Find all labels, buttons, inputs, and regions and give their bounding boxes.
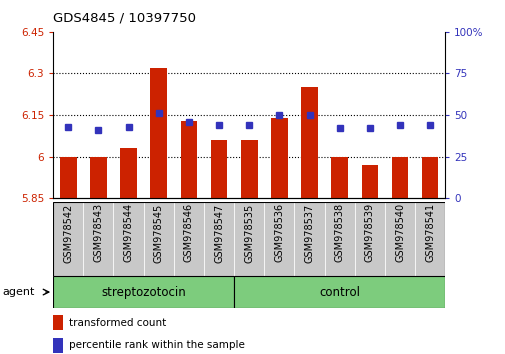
Bar [234,202,264,276]
Bar [53,338,63,353]
Bar [143,202,173,276]
Text: GSM978540: GSM978540 [394,203,404,262]
Text: GSM978535: GSM978535 [244,203,254,263]
Bar [264,202,294,276]
Bar [361,165,377,198]
Bar [204,202,234,276]
Bar [150,68,167,198]
Bar [120,148,136,198]
Bar [83,202,113,276]
Bar [384,202,414,276]
Bar [113,202,143,276]
Text: streptozotocin: streptozotocin [101,286,186,298]
Bar [210,140,227,198]
Text: GDS4845 / 10397750: GDS4845 / 10397750 [53,12,196,25]
Bar [240,140,257,198]
Text: GSM978544: GSM978544 [123,203,133,262]
Bar [300,87,317,198]
Text: GSM978542: GSM978542 [63,203,73,263]
Bar [421,157,438,198]
Text: percentile rank within the sample: percentile rank within the sample [69,340,244,350]
Bar [331,157,347,198]
Text: control: control [319,286,360,298]
Text: GSM978539: GSM978539 [364,203,374,262]
Text: GSM978536: GSM978536 [274,203,284,262]
Bar [294,202,324,276]
Bar [180,121,197,198]
Bar [324,202,354,276]
Text: transformed count: transformed count [69,318,166,328]
Text: GSM978537: GSM978537 [304,203,314,263]
Text: GSM978546: GSM978546 [183,203,193,262]
Text: agent: agent [3,287,35,297]
Bar [354,202,384,276]
Bar [234,276,444,308]
Text: GSM978543: GSM978543 [93,203,103,262]
Text: GSM978541: GSM978541 [424,203,434,262]
Bar [271,118,287,198]
Bar [53,276,234,308]
Text: GSM978547: GSM978547 [214,203,224,263]
Text: GSM978538: GSM978538 [334,203,344,262]
Bar [60,157,76,198]
Bar [391,157,408,198]
Bar [173,202,204,276]
Bar [53,202,83,276]
Text: GSM978545: GSM978545 [154,203,164,263]
Bar [90,157,107,198]
Bar [414,202,444,276]
Bar [53,315,63,330]
